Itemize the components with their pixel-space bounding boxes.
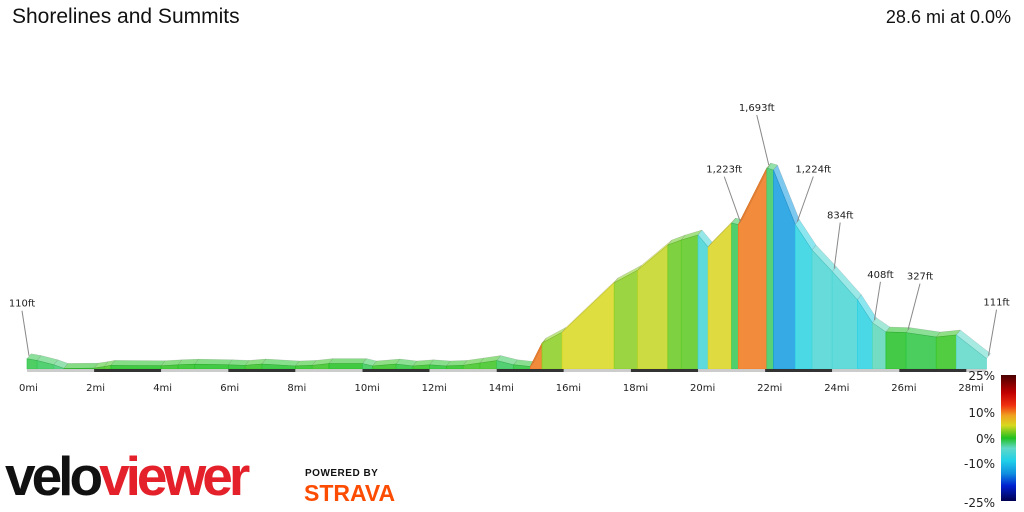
elevation-label: 111ft [983, 298, 1009, 309]
x-tick-label: 6mi [220, 383, 239, 394]
distance-grade-readout: 28.6 mi at 0.0% [885, 7, 1011, 27]
annotation-leader-line [833, 222, 841, 269]
x-tick-label: 26mi [891, 383, 916, 394]
distance-axis-band [765, 369, 833, 372]
x-tick-label: 8mi [287, 383, 306, 394]
annotation-leader-line [907, 283, 921, 330]
annotation-leader-line [756, 114, 770, 166]
profile-segment[interactable] [885, 331, 907, 370]
x-tick-label: 28mi [958, 383, 983, 394]
distance-axis-band [161, 369, 229, 372]
profile-segment[interactable] [707, 222, 732, 370]
profile-segment-top [328, 358, 368, 364]
distance-axis-band [362, 369, 430, 372]
distance-axis-band [563, 369, 631, 372]
strava-logo[interactable]: STRAVA [304, 480, 396, 506]
x-tick-label: 0mi [19, 383, 38, 394]
elevation-label: 408ft [867, 270, 893, 281]
x-tick-label: 20mi [690, 383, 715, 394]
profile-segments [26, 162, 991, 370]
profile-segment[interactable] [697, 234, 709, 370]
annotation-leader-line [796, 176, 814, 222]
legend-label-neg25: -25% [964, 496, 995, 510]
logo-velo: velo [5, 445, 103, 507]
legend-label-0: 0% [976, 432, 995, 446]
profile-segment[interactable] [613, 269, 638, 370]
distance-axis-band [832, 369, 900, 372]
elevation-label: 1,693ft [739, 103, 775, 114]
annotation-leader-line [723, 176, 741, 222]
distance-axis-band [496, 369, 564, 372]
elevation-label: 110ft [9, 299, 35, 310]
legend-label-neg10: -10% [964, 457, 995, 471]
x-tick-label: 12mi [422, 383, 447, 394]
profile-segment[interactable] [935, 334, 957, 370]
distance-axis: 0mi 2mi 4mi 6mi 8mi 10mi 12mi 14mi 16mi 18mi 20mi 2… [19, 369, 987, 394]
x-tick-label: 22mi [757, 383, 782, 394]
legend-label-10: 10% [968, 406, 995, 420]
profile-segment[interactable] [766, 167, 774, 370]
x-tick-label: 14mi [489, 383, 514, 394]
powered-by-label: POWERED BY [305, 468, 379, 479]
profile-segment-top [63, 362, 99, 369]
distance-axis-band [27, 369, 95, 372]
distance-axis-band [94, 369, 162, 372]
distance-axis-band [966, 369, 987, 372]
x-tick-label: 10mi [355, 383, 380, 394]
x-tick-label: 24mi [824, 383, 849, 394]
profile-segment-top [110, 360, 166, 366]
elevation-label: 834ft [827, 211, 853, 222]
distance-axis-band [899, 369, 967, 372]
profile-segment[interactable] [667, 239, 682, 370]
gradient-colorbar [1001, 375, 1016, 501]
profile-segment[interactable] [773, 169, 796, 370]
profile-segment[interactable] [561, 282, 615, 370]
distance-axis-band [295, 369, 363, 372]
veloviewer-logo[interactable]: veloviewer [5, 445, 250, 507]
logo-viewer: viewer [99, 445, 250, 507]
x-tick-label: 2mi [86, 383, 105, 394]
x-tick-label: 18mi [623, 383, 648, 394]
distance-axis-band [698, 369, 766, 372]
profile-segment-top [955, 329, 991, 359]
gradient-legend: 25% 10% 0% -10% -25% [964, 369, 1016, 510]
elevation-label: 1,223ft [706, 165, 742, 176]
elevation-annotations: 110ft 1,223ft 1,693ft 1,224ft 834ft 408ft 327f… [9, 103, 1010, 356]
profile-segment[interactable] [905, 332, 937, 370]
route-title: Shorelines and Summits [12, 5, 240, 28]
distance-axis-band [228, 369, 296, 372]
profile-segment[interactable] [731, 222, 739, 370]
elevation-label: 327ft [907, 272, 933, 283]
legend-label-25: 25% [968, 369, 995, 383]
x-tick-label: 16mi [556, 383, 581, 394]
distance-axis-band [429, 369, 497, 372]
annotation-leader-line [21, 310, 30, 356]
profile-segment[interactable] [680, 234, 699, 370]
annotation-leader-line [988, 309, 998, 356]
profile-segment-top [194, 358, 233, 366]
x-tick-label: 4mi [153, 383, 172, 394]
distance-axis-band [630, 369, 698, 372]
profile-segment[interactable] [637, 244, 669, 370]
elevation-label: 1,224ft [795, 165, 831, 176]
profile-segment[interactable] [328, 363, 363, 370]
annotation-leader-line [873, 281, 881, 320]
